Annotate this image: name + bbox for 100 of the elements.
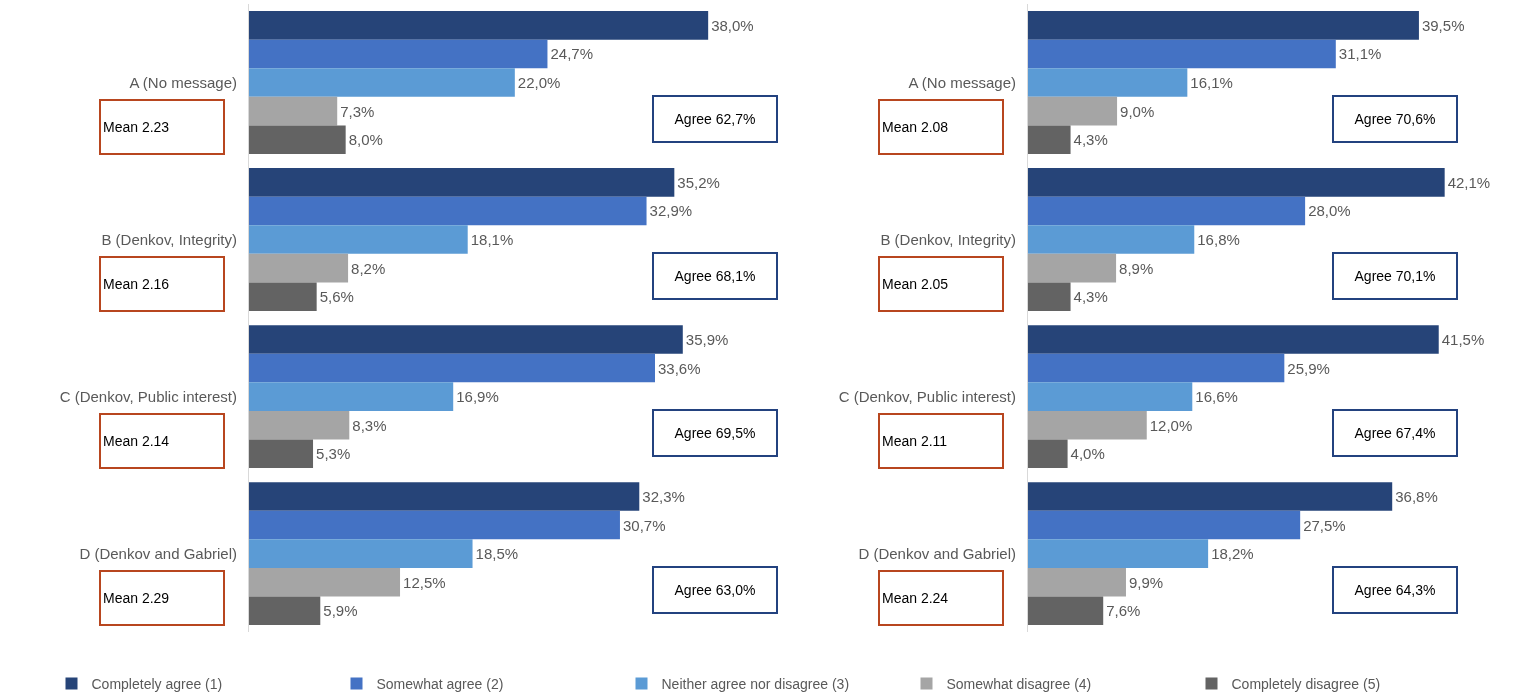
annotation: Agree 67,4% — [1354, 425, 1436, 441]
y-tick-label: D (Denkov and Gabriel) — [79, 544, 237, 562]
data-label: 16,6% — [1195, 388, 1238, 406]
y-tick-label: A (No message) — [908, 73, 1016, 91]
bar — [249, 410, 350, 440]
bar — [1028, 253, 1117, 283]
bar — [249, 482, 640, 511]
data-label: 4,3% — [1073, 288, 1108, 306]
bar — [1028, 125, 1071, 154]
text: Mean 2.08 — [882, 119, 949, 135]
data-label: 4,3% — [1073, 131, 1108, 149]
data-label: 18,2% — [1211, 545, 1254, 563]
annotation: Agree 64,3% — [1354, 582, 1436, 598]
data-label: 33,6% — [658, 359, 701, 377]
bar — [249, 325, 683, 354]
data-label: 8,9% — [1119, 259, 1154, 277]
bar — [1028, 282, 1071, 312]
data-label: 8,2% — [351, 259, 386, 277]
data-label: 12,0% — [1149, 416, 1193, 434]
bar — [1028, 353, 1285, 383]
annotation: Agree 70,6% — [1354, 111, 1436, 127]
data-label: 5,9% — [323, 602, 358, 620]
bar — [1028, 168, 1445, 197]
data-label: 16,9% — [456, 388, 499, 406]
annotation: Agree 69,5% — [674, 425, 756, 441]
annotation: Agree 68,1% — [674, 268, 756, 284]
y-tick-label: B (Denkov, Integrity) — [880, 230, 1016, 248]
bar — [249, 567, 401, 597]
bar — [249, 439, 314, 469]
text: Mean 2.23 — [103, 119, 170, 135]
bar — [249, 539, 473, 568]
bar — [249, 11, 709, 40]
text: Mean 2.29 — [103, 590, 170, 606]
y-tick-label: C (Denkov, Public interest) — [838, 387, 1016, 405]
data-label: 8,3% — [352, 416, 387, 434]
data-label: 7,6% — [1106, 602, 1141, 620]
data-label: 32,9% — [649, 202, 693, 220]
bar — [249, 96, 338, 126]
bar — [249, 196, 647, 226]
bar — [1028, 596, 1104, 626]
data-label: 7,3% — [340, 102, 375, 120]
bar — [249, 382, 454, 411]
y-tick-label: B (Denkov, Integrity) — [101, 230, 237, 248]
y-tick-label: D (Denkov and Gabriel) — [858, 544, 1016, 562]
text: Mean 2.16 — [103, 276, 170, 292]
bar — [1028, 196, 1306, 226]
data-label: 31,1% — [1338, 45, 1382, 63]
bar — [1028, 11, 1419, 40]
bar — [1028, 96, 1118, 126]
bar — [249, 253, 349, 283]
data-label: 16,8% — [1197, 231, 1240, 249]
data-label: 42,1% — [1447, 173, 1491, 191]
text: Mean 2.05 — [882, 276, 949, 292]
bar — [1028, 39, 1336, 69]
bar — [1028, 68, 1188, 97]
legend-label: Completely disagree (5) — [1231, 676, 1381, 693]
bar — [249, 168, 675, 197]
data-label: 18,5% — [475, 545, 519, 563]
bar — [1028, 325, 1439, 354]
bar — [1028, 410, 1147, 440]
data-label: 27,5% — [1303, 516, 1346, 534]
bar — [1028, 482, 1393, 511]
bar — [249, 596, 321, 626]
bar — [249, 510, 620, 540]
bar — [1028, 382, 1193, 411]
data-label: 28,0% — [1308, 202, 1351, 220]
bar — [249, 125, 346, 154]
data-label: 5,6% — [319, 288, 354, 306]
data-label: 12,5% — [403, 573, 446, 591]
bar — [249, 353, 655, 383]
data-label: 38,0% — [711, 16, 754, 34]
bar — [249, 225, 468, 254]
data-label: 16,1% — [1190, 74, 1233, 92]
data-label: 5,3% — [316, 445, 351, 463]
data-label: 22,0% — [517, 74, 561, 92]
data-label: 9,0% — [1120, 102, 1155, 120]
bar — [1028, 510, 1301, 540]
data-label: 9,9% — [1128, 573, 1164, 591]
bar — [1028, 567, 1126, 597]
data-label: 41,5% — [1441, 330, 1485, 348]
legend-label: Completely agree (1) — [91, 676, 223, 693]
legend-label: Somewhat disagree (4) — [946, 676, 1092, 693]
annotation: Agree 70,1% — [1354, 268, 1436, 284]
data-label: 24,7% — [550, 45, 594, 63]
data-label: 18,1% — [470, 231, 514, 249]
data-label: 35,9% — [685, 330, 729, 348]
data-label: 32,3% — [642, 488, 685, 505]
text: Mean 2.11 — [882, 433, 948, 449]
bar — [249, 39, 548, 69]
bar — [1028, 225, 1195, 254]
bar — [249, 282, 317, 312]
legend-label: Somewhat agree (2) — [376, 676, 504, 693]
y-tick-label: C (Denkov, Public interest) — [59, 387, 237, 405]
data-label: 39,5% — [1421, 16, 1465, 34]
data-label: 4,0% — [1070, 445, 1105, 463]
data-label: 8,0% — [348, 131, 383, 149]
data-label: 30,7% — [622, 516, 666, 534]
text: Mean 2.14 — [103, 433, 170, 449]
data-label: 25,9% — [1287, 359, 1330, 377]
text: Mean 2.24 — [882, 590, 949, 606]
